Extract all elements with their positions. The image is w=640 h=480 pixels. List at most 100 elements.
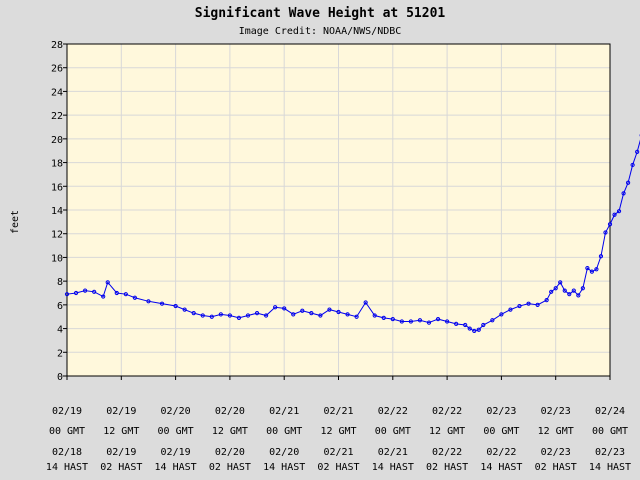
data-point: [454, 321, 459, 326]
data-point: [92, 289, 97, 294]
x-tick-label: 02/20: [215, 447, 245, 458]
data-point: [83, 288, 88, 293]
data-point: [336, 309, 341, 315]
data-point: [354, 314, 359, 319]
x-tick-label: 00 GMT: [483, 426, 519, 437]
data-point: [585, 266, 590, 271]
y-tick-label: 24: [51, 87, 63, 98]
data-point: [589, 269, 595, 274]
x-tick-label: 02/22: [378, 406, 408, 417]
y-tick-label: 26: [51, 64, 63, 75]
data-point: [191, 311, 196, 316]
y-tick-label: 18: [51, 159, 63, 170]
data-point: [472, 328, 477, 334]
y-tick-label: 2: [57, 348, 63, 359]
data-point: [282, 306, 287, 311]
data-point: [598, 254, 604, 259]
x-tick-label: 02 HAST: [426, 462, 468, 473]
data-point: [218, 312, 223, 317]
data-point: [553, 286, 558, 291]
data-point: [372, 313, 377, 318]
x-tick-label: 02/18: [52, 447, 82, 458]
x-tick-label: 02/22: [432, 406, 462, 417]
data-point: [291, 312, 296, 317]
x-tick-label: 02/21: [269, 406, 299, 417]
data-point: [567, 292, 572, 297]
data-point: [476, 327, 481, 332]
data-point: [435, 316, 441, 322]
data-point: [481, 322, 486, 328]
data-point: [508, 307, 513, 312]
y-tick-label: 4: [57, 325, 63, 336]
data-point: [535, 302, 540, 307]
data-point: [159, 301, 165, 306]
data-point: [399, 319, 404, 324]
x-tick-label: 02 HAST: [535, 462, 577, 473]
x-tick-label: 02/20: [161, 406, 191, 417]
x-tick-label: 14 HAST: [480, 462, 522, 473]
data-point: [544, 298, 549, 303]
data-point: [101, 294, 106, 299]
y-axis-label: feet: [10, 210, 21, 234]
data-point: [236, 315, 242, 320]
chart-subtitle: Image Credit: NOAA/NWS/NDBC: [239, 26, 402, 37]
data-point: [245, 313, 251, 318]
x-tick-label: 02/19: [106, 406, 136, 417]
x-tick-label: 02/24: [595, 406, 625, 417]
data-point: [571, 288, 576, 293]
x-tick-label: 02/21: [323, 406, 353, 417]
data-point: [363, 300, 368, 305]
data-point: [318, 313, 323, 318]
y-tick-label: 22: [51, 111, 63, 122]
data-point: [635, 149, 640, 154]
data-point: [381, 315, 386, 320]
data-point: [607, 222, 613, 227]
y-tick-label: 6: [57, 301, 63, 312]
x-tick-label: 12 GMT: [538, 426, 574, 437]
x-tick-label: 14 HAST: [155, 462, 197, 473]
x-tick-label: 02/22: [486, 447, 516, 458]
data-point: [526, 301, 531, 306]
data-point: [621, 191, 626, 196]
x-tick-label: 14 HAST: [372, 462, 414, 473]
data-point: [558, 280, 563, 285]
x-tick-label: 14 HAST: [263, 462, 305, 473]
data-point: [64, 292, 70, 297]
y-tick-label: 14: [51, 206, 63, 217]
x-tick-label: 00 GMT: [592, 426, 628, 437]
chart-title: Significant Wave Height at 51201: [195, 6, 446, 21]
data-point: [200, 313, 205, 318]
y-tick-label: 0: [57, 372, 63, 383]
data-point: [390, 316, 395, 322]
x-tick-label: 02/21: [323, 447, 353, 458]
data-point: [603, 230, 608, 235]
x-tick-label: 02/22: [432, 447, 462, 458]
data-point: [616, 209, 622, 214]
x-tick-label: 14 HAST: [589, 462, 631, 473]
y-tick-label: 10: [51, 253, 63, 264]
data-point: [264, 313, 269, 318]
data-point: [612, 212, 617, 217]
data-point: [309, 311, 314, 316]
y-tick-label: 12: [51, 230, 63, 241]
data-point: [408, 319, 413, 324]
data-point: [123, 292, 128, 297]
data-point: [549, 289, 554, 294]
data-point: [426, 320, 432, 325]
x-tick-label: 02/19: [106, 447, 136, 458]
x-tick-label: 00 GMT: [375, 426, 411, 437]
data-point: [227, 313, 232, 318]
data-point: [490, 318, 495, 323]
data-point: [517, 303, 522, 309]
data-point: [626, 180, 631, 185]
x-tick-label: 02/20: [269, 447, 299, 458]
x-tick-label: 12 GMT: [103, 426, 139, 437]
data-point: [345, 312, 350, 317]
data-point: [576, 293, 581, 298]
y-tick-label: 8: [57, 277, 63, 288]
x-tick-label: 02/19: [161, 447, 191, 458]
series-wave-height: [64, 134, 640, 334]
x-tick-label: 12 GMT: [212, 426, 248, 437]
y-tick-label: 28: [51, 40, 63, 51]
